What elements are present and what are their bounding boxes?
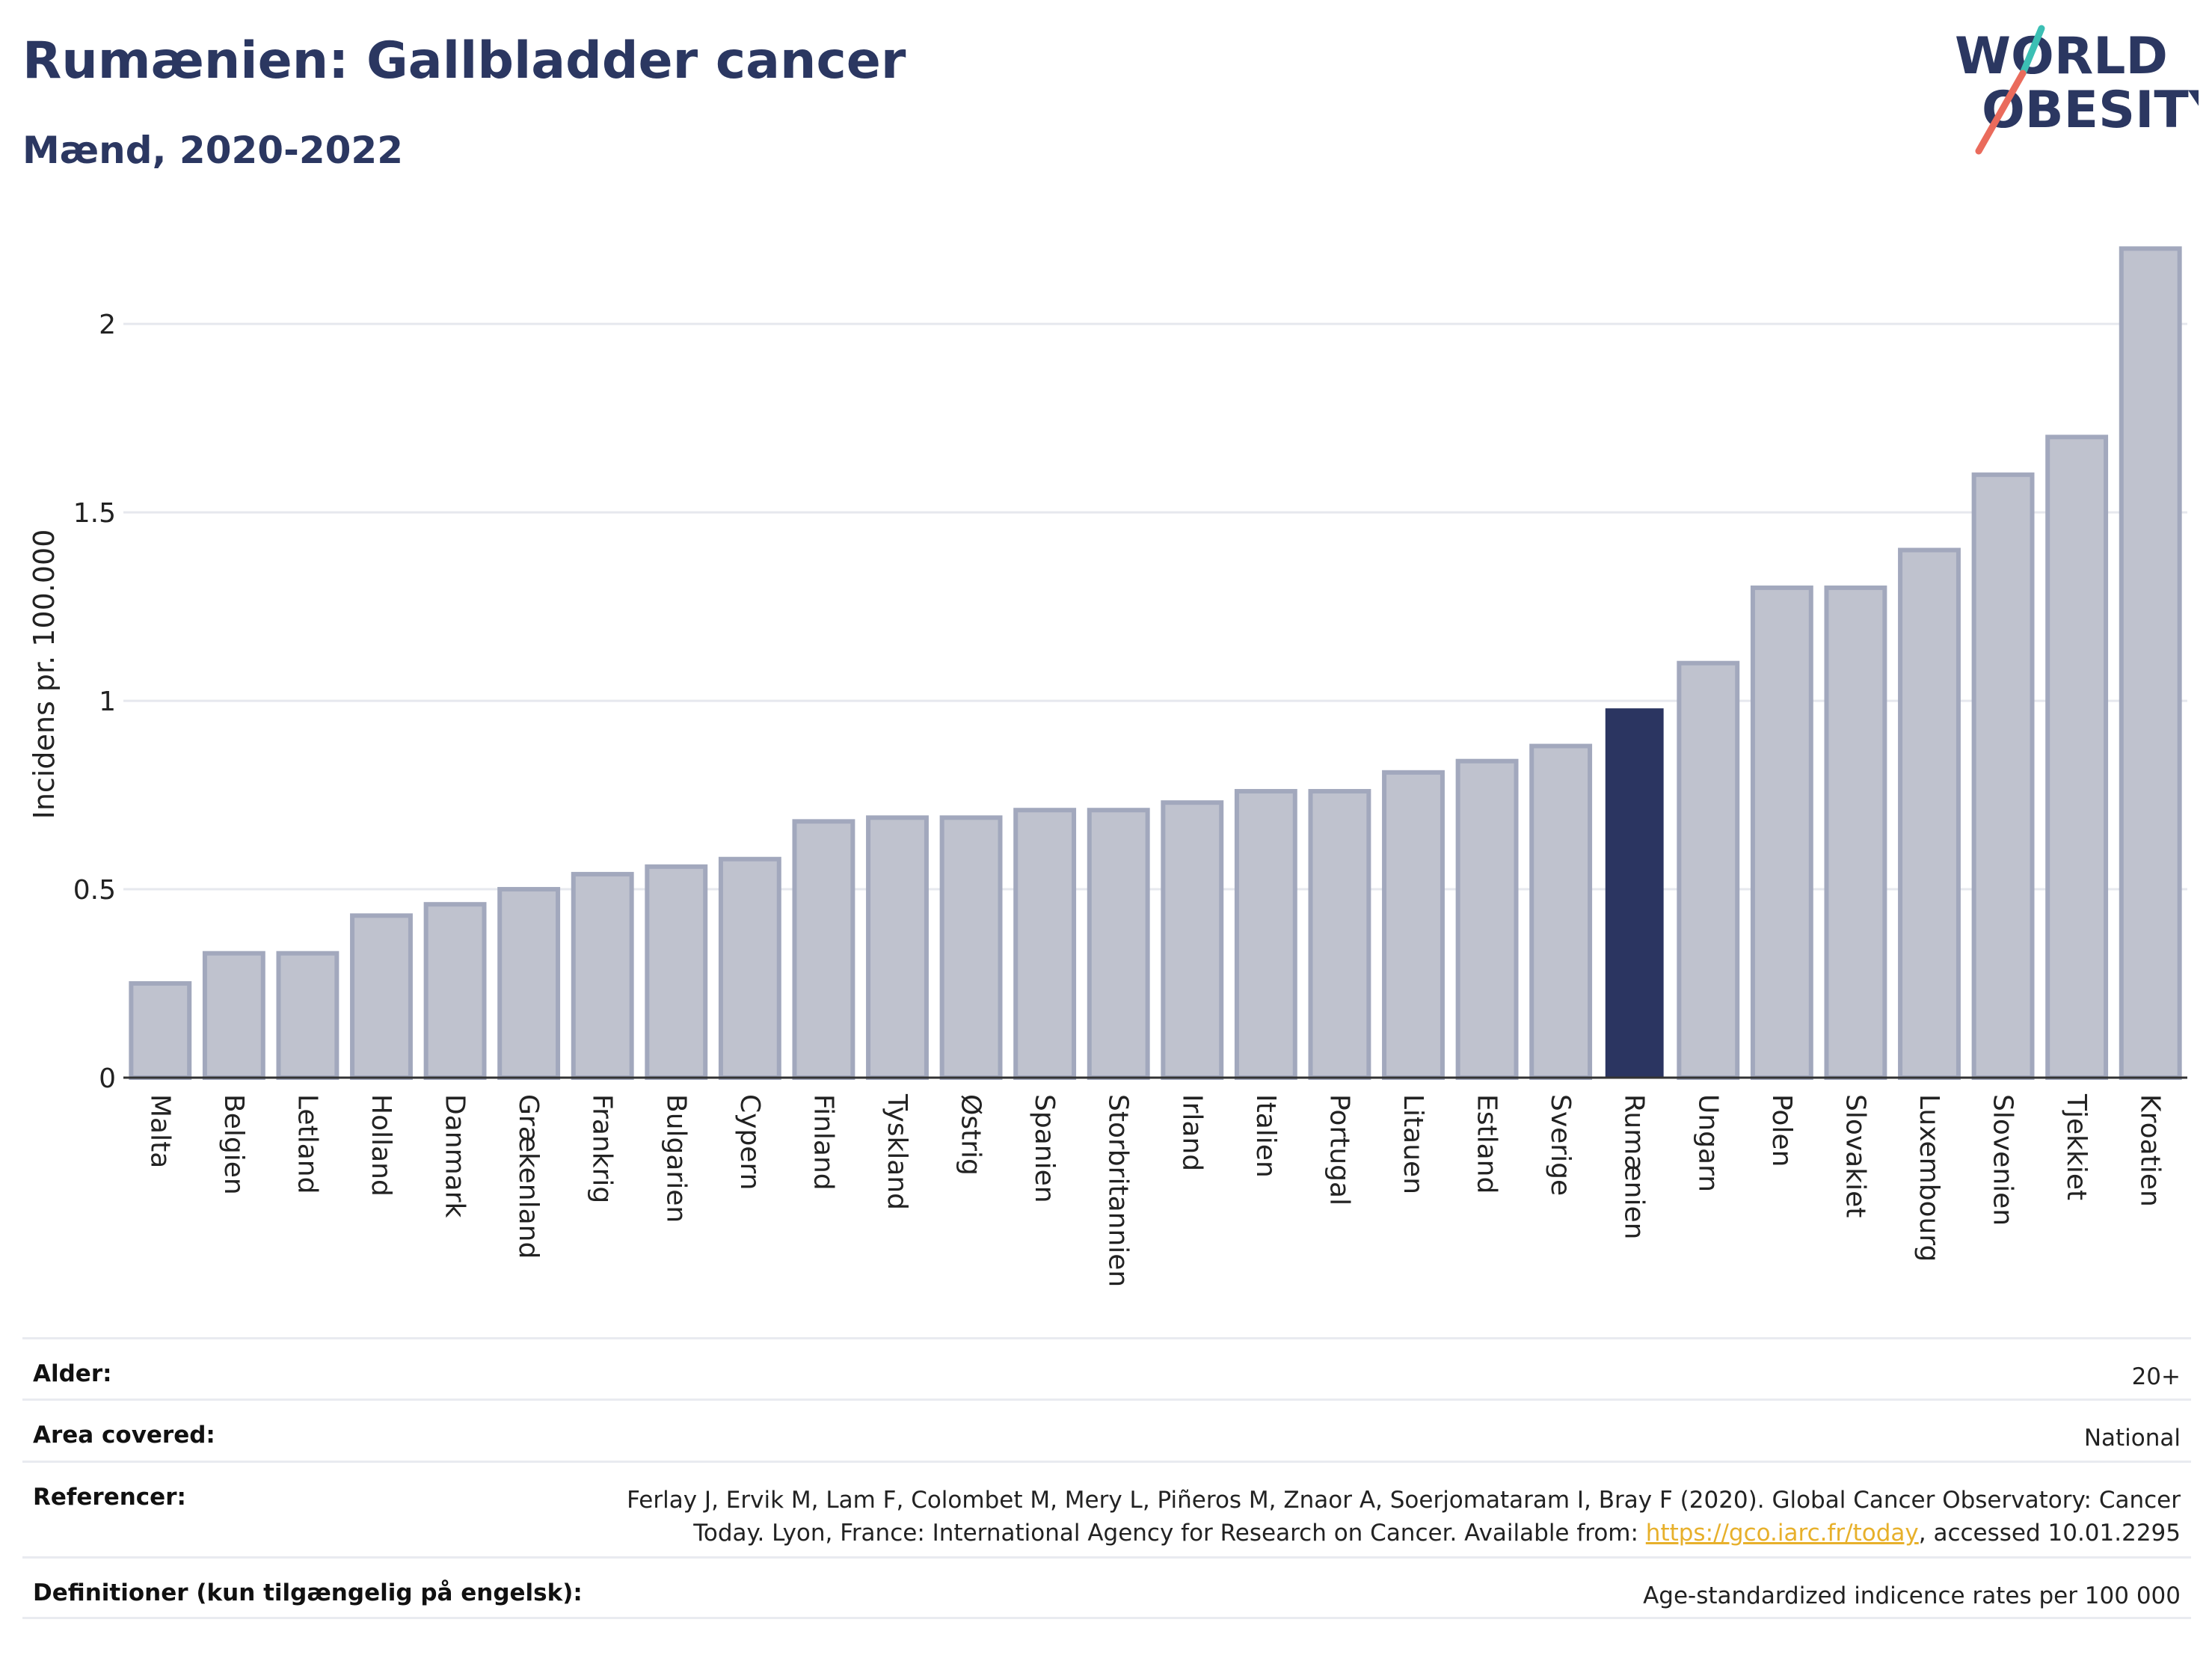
y-axis-label: Incidens pr. 100.000 xyxy=(28,529,61,820)
x-tick-label: Rumænien xyxy=(1619,1094,1650,1239)
bar-tyskland xyxy=(866,815,929,1081)
bar-litauen xyxy=(1382,770,1445,1080)
age-value: 20+ xyxy=(2131,1363,2181,1390)
bar-malta xyxy=(129,981,192,1080)
x-tick-label: Luxembourg xyxy=(1914,1094,1944,1262)
bar-grækenland xyxy=(497,887,561,1080)
bar-estland xyxy=(1455,758,1519,1081)
bar-cypern xyxy=(718,856,781,1081)
y-tick-label: 0 xyxy=(99,1063,116,1094)
x-tick-label: Letland xyxy=(292,1094,322,1194)
meta-row-definitions: Definitioner (kun tilgængelig på engelsk… xyxy=(22,1556,2191,1619)
world-obesity-logo: WORLD OBESITY xyxy=(1955,25,2199,155)
chart-title: Rumænien: Gallbladder cancer xyxy=(22,31,906,90)
x-tick-label: Belgien xyxy=(218,1094,249,1195)
y-tick-label: 2 xyxy=(99,310,116,340)
x-tick-label: Bulgarien xyxy=(660,1094,691,1223)
references-text: Ferlay J, Ervik M, Lam F, Colombet M, Me… xyxy=(627,1487,2181,1547)
x-tick-label: Finland xyxy=(808,1094,838,1191)
bar-italien xyxy=(1234,789,1297,1081)
bar-ungarn xyxy=(1677,660,1740,1080)
bar-luxembourg xyxy=(1898,547,1961,1080)
x-tick-label: Tyskland xyxy=(882,1093,912,1210)
definitions-value: Age-standardized indicence rates per 100… xyxy=(1643,1582,2181,1609)
x-tick-label: Polen xyxy=(1766,1094,1797,1167)
bar-belgien xyxy=(202,951,265,1081)
metadata-table: Alder: 20+ Area covered: National Refere… xyxy=(22,1337,2191,1619)
bar-chart: 0 0.5 1 1.5 2 Malta Belgien Letland Holland Danm… xyxy=(28,246,2187,1287)
bar-slovakiet xyxy=(1824,585,1887,1080)
references-accessed: , accessed 10.01.2295 xyxy=(1918,1520,2181,1547)
definitions-label: Definitioner (kun tilgængelig på engelsk… xyxy=(33,1579,583,1606)
x-tick-label: Danmark xyxy=(440,1094,470,1218)
y-tick-label: 1 xyxy=(99,687,116,717)
bar-finland xyxy=(792,819,855,1080)
bar-kroatien xyxy=(2119,246,2182,1080)
x-tick-label: Grækenland xyxy=(513,1094,544,1259)
bar-slovenien xyxy=(1971,472,2035,1080)
x-tick-label: Frankrig xyxy=(587,1094,618,1203)
chart-subtitle: Mænd, 2020-2022 xyxy=(22,129,404,172)
logo-slash-coral xyxy=(1975,70,2027,155)
x-tick-label: Estland xyxy=(1472,1094,1502,1194)
bar-bulgarien xyxy=(645,864,708,1081)
x-tick-label: Litauen xyxy=(1398,1094,1428,1194)
references-link[interactable]: https://gco.iarc.fr/today xyxy=(1645,1520,1919,1547)
y-tick-label: 1.5 xyxy=(73,498,116,529)
age-label: Alder: xyxy=(33,1360,112,1387)
x-tick-label: Holland xyxy=(366,1094,396,1197)
bar-polen xyxy=(1750,585,1813,1080)
logo-slash-teal xyxy=(2019,25,2045,77)
area-label: Area covered: xyxy=(33,1422,215,1449)
bar-rumænien xyxy=(1605,708,1664,1078)
meta-row-references: Referencer: Ferlay J, Ervik M, Lam F, Co… xyxy=(22,1461,2191,1556)
x-tick-label: Kroatien xyxy=(2135,1094,2166,1207)
x-tick-label: Tjekkiet xyxy=(2061,1093,2092,1200)
references-value: Ferlay J, Ervik M, Lam F, Colombet M, Me… xyxy=(580,1484,2181,1550)
x-tick-label: Portugal xyxy=(1324,1094,1354,1206)
y-tick-label: 0.5 xyxy=(73,875,116,906)
bar-letland xyxy=(276,951,340,1081)
meta-row-age: Alder: 20+ xyxy=(22,1337,2191,1398)
x-tick-label: Italien xyxy=(1250,1094,1281,1178)
bar-holland xyxy=(350,913,413,1080)
x-tick-label: Cypern xyxy=(734,1094,765,1190)
bar-tjekkiet xyxy=(2045,435,2109,1080)
area-value: National xyxy=(2083,1425,2181,1452)
bar-østrig xyxy=(939,815,1003,1081)
logo-word-obesity: OBESITY xyxy=(1982,81,2199,140)
bar-portugal xyxy=(1308,789,1371,1081)
bar-frankrig xyxy=(571,871,634,1080)
bar-storbritannien xyxy=(1087,808,1150,1080)
x-tick-label: Østrig xyxy=(956,1094,986,1176)
references-label: Referencer: xyxy=(33,1484,186,1511)
bars xyxy=(129,246,2182,1081)
x-tick-label: Slovakiet xyxy=(1840,1094,1870,1218)
x-tick-label: Sverige xyxy=(1545,1094,1576,1196)
x-tick-label: Ungarn xyxy=(1692,1094,1723,1192)
bar-spanien xyxy=(1013,808,1077,1080)
bar-irland xyxy=(1161,800,1224,1080)
logo-word-world: WORLD xyxy=(1955,27,2168,86)
bar-sverige xyxy=(1529,743,1593,1080)
x-tick-label: Irland xyxy=(1176,1094,1207,1171)
meta-row-area: Area covered: National xyxy=(22,1398,2191,1461)
x-tick-label: Malta xyxy=(144,1094,175,1168)
y-axis-ticks: 0 0.5 1 1.5 2 xyxy=(73,310,116,1094)
x-tick-label: Spanien xyxy=(1029,1094,1060,1203)
x-axis-tick-labels: Malta Belgien Letland Holland Danmark Grækenl… xyxy=(144,1093,2165,1287)
bar-danmark xyxy=(423,902,487,1080)
x-tick-label: Storbritannien xyxy=(1103,1094,1134,1287)
x-tick-label: Slovenien xyxy=(1988,1094,2018,1226)
